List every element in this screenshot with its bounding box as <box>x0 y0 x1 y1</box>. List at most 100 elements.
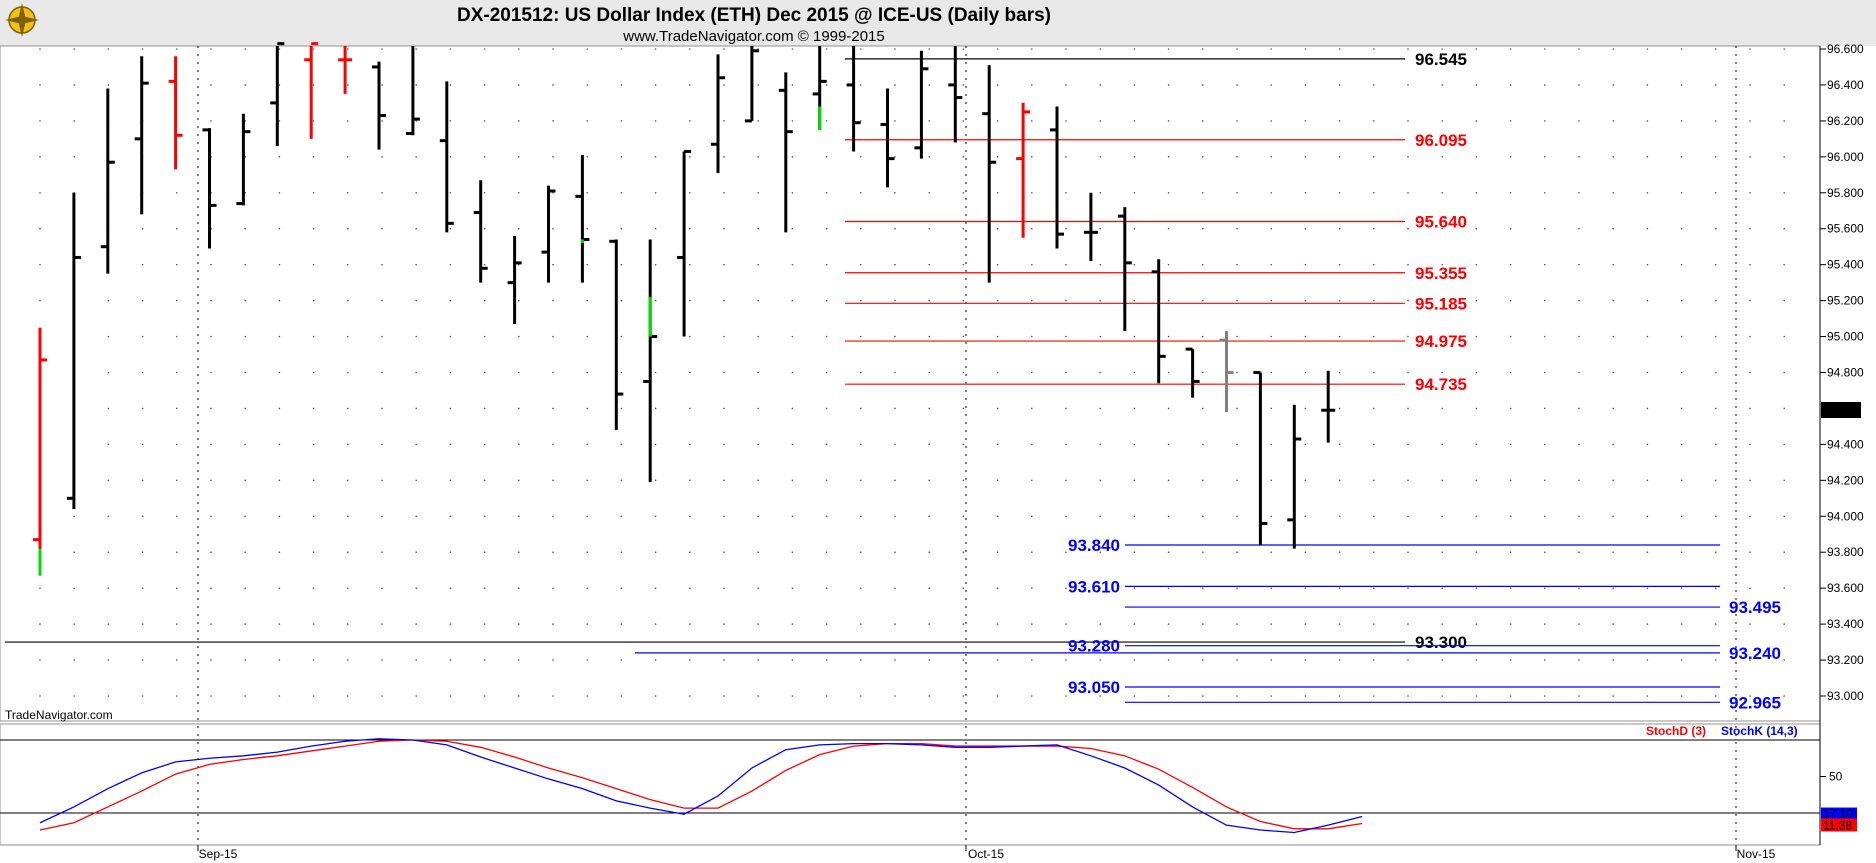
grid-dot <box>552 587 554 589</box>
grid-dot <box>1475 299 1478 302</box>
grid-dot <box>483 515 486 518</box>
grid-dot <box>996 479 999 482</box>
grid-dot <box>1783 299 1785 302</box>
grid-dot <box>1304 371 1307 374</box>
grid-dot <box>1338 299 1341 302</box>
grid-dot <box>1680 515 1683 518</box>
grid-dot <box>1236 227 1238 230</box>
grid-dot <box>449 48 452 50</box>
grid-dot <box>176 299 178 302</box>
grid-dot <box>1338 48 1341 50</box>
grid-dot <box>415 84 418 86</box>
grid-dot <box>1475 84 1478 86</box>
grid-dot <box>1167 335 1170 338</box>
grid-dot <box>141 695 144 697</box>
grid-dot <box>1749 479 1751 482</box>
grid-dot <box>415 587 418 589</box>
grid-dot <box>586 335 588 338</box>
grid-dot <box>1475 587 1478 589</box>
grid-dot <box>1475 695 1478 697</box>
level-label-blue: 93.280 <box>1068 637 1120 656</box>
grid-dot <box>1167 479 1170 482</box>
grid-dot <box>244 263 246 266</box>
grid-dot <box>1407 299 1409 302</box>
grid-dot <box>1304 659 1307 661</box>
grid-dot <box>1544 335 1546 338</box>
grid-dot <box>1304 623 1307 625</box>
grid-dot <box>1167 515 1170 518</box>
grid-dot <box>107 84 110 86</box>
grid-dot <box>415 515 418 518</box>
grid-dot <box>620 659 623 661</box>
grid-dot <box>141 443 144 446</box>
grid-dot <box>1373 551 1375 554</box>
grid-dot <box>1270 191 1272 194</box>
grid-dot <box>518 120 520 122</box>
grid-dot <box>1646 227 1649 230</box>
price-tick-label: 95.200 <box>1827 294 1864 308</box>
grid-dot <box>176 263 178 266</box>
grid-dot <box>996 48 999 50</box>
grid-dot <box>1304 587 1307 589</box>
grid-dot <box>689 263 691 266</box>
grid-dot <box>1236 407 1238 410</box>
grid-dot <box>1133 515 1136 518</box>
grid-dot <box>962 335 965 338</box>
grid-dot <box>415 407 418 410</box>
grid-dot <box>1715 227 1717 230</box>
grid-dot <box>825 299 828 302</box>
stoch-d-value: 11.38 <box>1823 818 1852 832</box>
grid-dot <box>73 623 75 625</box>
grid-dot <box>996 191 999 194</box>
grid-dot <box>1304 120 1307 122</box>
grid-dot <box>1612 659 1614 661</box>
grid-dot <box>586 371 588 374</box>
grid-dot <box>654 263 657 266</box>
grid-dot <box>1544 551 1546 554</box>
grid-dot <box>1612 84 1614 86</box>
grid-dot <box>1578 695 1580 697</box>
grid-dot <box>962 407 965 410</box>
grid-dot <box>1578 156 1580 158</box>
grid-dot <box>552 371 554 374</box>
grid-dot <box>1236 335 1238 338</box>
grid-dot <box>962 623 965 625</box>
grid-dot <box>586 695 588 697</box>
grid-dot <box>1202 551 1204 554</box>
grid-dot <box>1407 120 1409 122</box>
grid-dot <box>1338 371 1341 374</box>
grid-dot <box>1715 299 1717 302</box>
grid-dot <box>483 659 486 661</box>
grid-dot <box>791 156 794 158</box>
grid-dot <box>1133 479 1136 482</box>
grid-dot <box>825 551 828 554</box>
grid-dot <box>1578 371 1580 374</box>
level-label-red: 95.640 <box>1415 213 1467 232</box>
grid-dot <box>1373 263 1375 266</box>
grid-dot <box>1031 551 1033 554</box>
grid-dot <box>1783 695 1785 697</box>
grid-dot <box>928 659 930 661</box>
grid-dot <box>483 227 486 230</box>
grid-dot <box>141 335 144 338</box>
grid-dot <box>1031 587 1033 589</box>
grid-dot <box>312 407 315 410</box>
grid-dot <box>757 659 759 661</box>
watermark: TradeNavigator.com <box>5 708 113 722</box>
grid-dot <box>415 623 418 625</box>
grid-dot <box>107 659 110 661</box>
grid-dot <box>1441 587 1443 589</box>
grid-dot <box>1749 299 1751 302</box>
grid-dot <box>73 84 75 86</box>
grid-dot <box>1407 515 1409 518</box>
grid-dot <box>723 299 725 302</box>
grid-dot <box>654 515 657 518</box>
grid-dot <box>1133 407 1136 410</box>
grid-dot <box>347 48 349 50</box>
stoch-k-badge <box>1821 807 1857 821</box>
grid-dot <box>1202 48 1204 50</box>
grid-dot <box>757 156 759 158</box>
grid-dot <box>244 623 246 625</box>
grid-dot <box>1749 335 1751 338</box>
